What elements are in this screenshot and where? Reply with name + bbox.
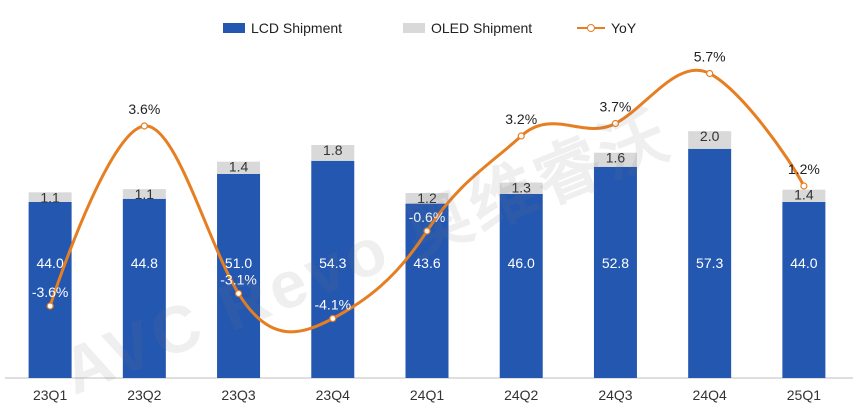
lcd-value-label: 44.0 [36, 255, 63, 271]
legend: LCD Shipment OLED Shipment YoY [0, 18, 861, 38]
lcd-value-label: 52.8 [602, 255, 629, 271]
oled-bar [782, 189, 826, 202]
oled-value-label: 1.1 [135, 186, 155, 202]
oled-value-label: 1.6 [606, 150, 626, 166]
legend-swatch-lcd [223, 23, 245, 33]
lcd-bar [688, 148, 732, 378]
oled-value-label: 1.4 [794, 187, 814, 203]
lcd-bar [593, 166, 637, 378]
yoy-value-label: 3.2% [505, 111, 537, 127]
legend-item-lcd: LCD Shipment [223, 18, 342, 38]
legend-item-yoy: YoY [577, 18, 636, 38]
yoy-point [140, 122, 148, 130]
yoy-point [611, 119, 620, 128]
x-tick-label: 25Q1 [787, 387, 821, 403]
oled-bar [217, 161, 261, 174]
yoy-value-label: 3.7% [599, 99, 631, 115]
oled-bar [593, 152, 637, 167]
lcd-value-label: 44.8 [131, 255, 158, 271]
x-tick-label: 23Q1 [33, 387, 67, 403]
yoy-value-label: 5.7% [694, 49, 726, 65]
yoy-value-label: -3.1% [220, 272, 257, 288]
oled-bar [405, 193, 449, 204]
oled-bar [28, 192, 72, 202]
lcd-bar [28, 202, 72, 378]
yoy-point [800, 182, 808, 190]
lcd-value-label: 46.0 [508, 255, 535, 271]
oled-bar [311, 144, 355, 161]
oled-value-label: 1.1 [40, 189, 60, 205]
x-tick-label: 24Q3 [598, 387, 632, 403]
lcd-bar [217, 174, 261, 378]
oled-value-label: 1.2 [417, 190, 437, 206]
yoy-value-label: 3.6% [128, 101, 160, 117]
yoy-point [423, 227, 431, 235]
legend-label-lcd: LCD Shipment [251, 20, 343, 36]
yoy-line [48, 68, 806, 334]
lcd-value-label: 43.6 [413, 255, 440, 271]
lcd-bar [499, 194, 543, 378]
oled-bar [122, 189, 166, 199]
yoy-point [329, 314, 337, 323]
oled-value-label: 1.4 [229, 159, 249, 175]
oled-bar [688, 131, 732, 149]
x-tick-label: 23Q2 [127, 387, 161, 403]
lcd-bar [311, 160, 355, 378]
legend-label-oled: OLED Shipment [431, 20, 533, 36]
yoy-point [706, 69, 714, 78]
lcd-value-label: 44.0 [790, 255, 817, 271]
yoy-value-label: 1.2% [788, 161, 820, 177]
lcd-bar [122, 198, 166, 378]
oled-value-label: 1.8 [323, 142, 343, 158]
oled-bar [499, 182, 543, 194]
yoy-value-label: -3.6% [32, 284, 69, 300]
lcd-value-label: 57.3 [696, 255, 723, 271]
lcd-bar [782, 202, 826, 378]
x-tick-label: 24Q4 [693, 387, 727, 403]
yoy-point [46, 302, 54, 310]
legend-item-oled: OLED Shipment [403, 18, 532, 38]
x-tick-label: 23Q4 [316, 387, 350, 403]
lcd-value-label: 51.0 [225, 255, 252, 271]
legend-marker-yoy [587, 24, 595, 32]
oled-value-label: 1.3 [511, 180, 531, 196]
lcd-value-label: 54.3 [319, 255, 346, 271]
legend-swatch-oled [403, 23, 425, 33]
oled-value-label: 2.0 [700, 128, 720, 144]
yoy-value-label: -4.1% [314, 297, 351, 313]
x-tick-label: 24Q2 [504, 387, 538, 403]
yoy-point [234, 289, 243, 298]
legend-line-yoy [577, 24, 605, 32]
x-tick-label: 23Q3 [221, 387, 255, 403]
x-tick-label: 24Q1 [410, 387, 444, 403]
legend-label-yoy: YoY [611, 20, 637, 36]
yoy-value-label: -0.6% [409, 209, 446, 225]
yoy-point [517, 132, 525, 140]
